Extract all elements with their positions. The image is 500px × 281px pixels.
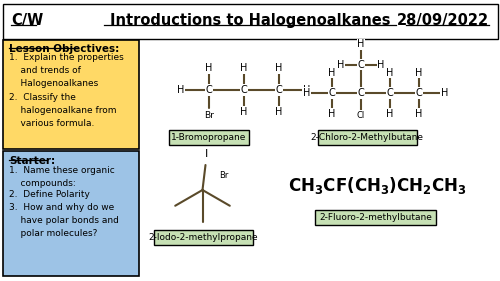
Text: 2-Iodo-2-methylpropane: 2-Iodo-2-methylpropane bbox=[148, 233, 258, 242]
Text: C/W: C/W bbox=[11, 13, 44, 28]
Text: H: H bbox=[303, 88, 310, 98]
Text: C: C bbox=[276, 85, 282, 95]
Text: H: H bbox=[386, 67, 394, 78]
Text: 2.  Define Polarity: 2. Define Polarity bbox=[9, 190, 90, 199]
Text: H: H bbox=[240, 107, 248, 117]
Text: C: C bbox=[416, 88, 422, 98]
Text: 3.  How and why do we
    have polar bonds and
    polar molecules?: 3. How and why do we have polar bonds an… bbox=[9, 203, 119, 237]
Text: H: H bbox=[441, 88, 448, 98]
Text: H: H bbox=[178, 85, 184, 95]
Text: 2.  Classify the
    halogenoalkane from
    various formula.: 2. Classify the halogenoalkane from vari… bbox=[9, 94, 117, 128]
Text: H: H bbox=[240, 63, 248, 73]
Text: 2-Fluoro-2-methylbutane: 2-Fluoro-2-methylbutane bbox=[319, 213, 432, 222]
Text: C: C bbox=[386, 88, 394, 98]
Text: Lesson Objectives:: Lesson Objectives: bbox=[9, 44, 120, 55]
Text: Starter:: Starter: bbox=[9, 156, 55, 166]
FancyBboxPatch shape bbox=[154, 230, 253, 245]
Text: H: H bbox=[338, 60, 344, 69]
Text: C: C bbox=[358, 88, 364, 98]
Text: H: H bbox=[416, 67, 422, 78]
Text: Cl: Cl bbox=[357, 110, 365, 119]
Text: Introductions to Halogenoalkanes: Introductions to Halogenoalkanes bbox=[110, 13, 390, 28]
Text: H: H bbox=[328, 67, 336, 78]
Text: 1-Bromopropane: 1-Bromopropane bbox=[172, 133, 246, 142]
Text: C: C bbox=[328, 88, 336, 98]
Text: C: C bbox=[206, 85, 212, 95]
FancyBboxPatch shape bbox=[169, 130, 249, 144]
Text: H: H bbox=[386, 108, 394, 119]
Text: 2-Chloro-2-Methylbutane: 2-Chloro-2-Methylbutane bbox=[310, 133, 424, 142]
FancyBboxPatch shape bbox=[2, 40, 138, 148]
Text: H: H bbox=[358, 40, 364, 49]
Text: H: H bbox=[206, 63, 212, 73]
Text: H: H bbox=[378, 60, 384, 69]
FancyBboxPatch shape bbox=[2, 3, 498, 38]
Text: H: H bbox=[276, 63, 282, 73]
Text: C: C bbox=[240, 85, 248, 95]
Text: H: H bbox=[276, 107, 282, 117]
Text: I: I bbox=[204, 149, 208, 159]
Text: 1.  Explain the properties
    and trends of
    Halogenoalkanes: 1. Explain the properties and trends of … bbox=[9, 53, 124, 87]
FancyBboxPatch shape bbox=[318, 130, 416, 144]
Text: $\mathbf{CH_3CF(CH_3)CH_2CH_3}$: $\mathbf{CH_3CF(CH_3)CH_2CH_3}$ bbox=[288, 175, 467, 196]
Text: Br: Br bbox=[204, 110, 214, 119]
Text: Br: Br bbox=[220, 171, 229, 180]
Text: H: H bbox=[416, 108, 422, 119]
FancyBboxPatch shape bbox=[315, 210, 436, 225]
FancyBboxPatch shape bbox=[2, 151, 138, 276]
Text: H: H bbox=[328, 108, 336, 119]
Text: 28/09/2022: 28/09/2022 bbox=[397, 13, 489, 28]
Text: C: C bbox=[358, 60, 364, 69]
Text: 1.  Name these organic
    compounds:: 1. Name these organic compounds: bbox=[9, 166, 115, 187]
Text: H: H bbox=[304, 85, 310, 95]
